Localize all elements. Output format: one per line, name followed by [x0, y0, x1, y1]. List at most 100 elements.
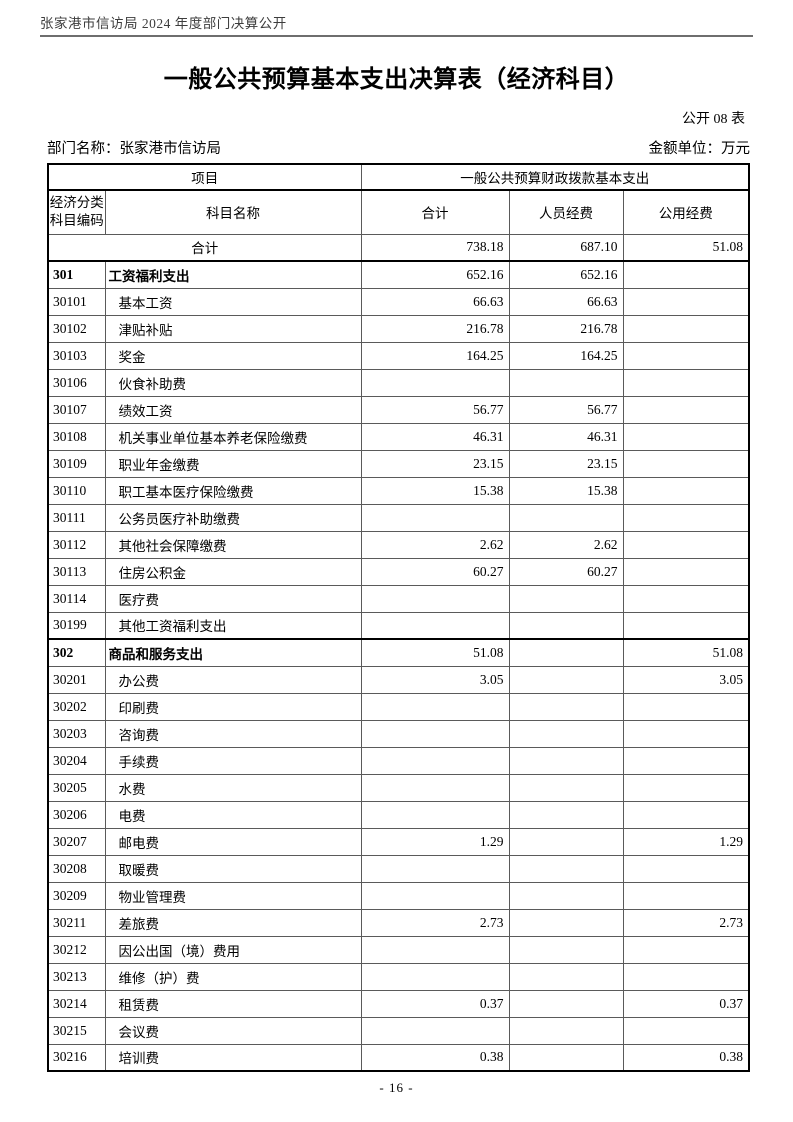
name-cell: 会议费: [104, 1016, 362, 1045]
total-cell: [360, 773, 510, 802]
table-row: 30109 职业年金缴费 23.15 23.15: [47, 449, 750, 478]
public-cell: 0.37: [622, 989, 750, 1018]
code-cell: 301: [47, 260, 106, 289]
name-cell: 因公出国（境）费用: [104, 935, 362, 964]
public-cell: [622, 314, 750, 343]
amount-unit-label: 金额单位：万元: [648, 141, 751, 157]
name-cell: 邮电费: [104, 827, 362, 856]
personnel-cell: 216.78: [508, 314, 624, 343]
total-cell: 652.16: [360, 260, 510, 289]
public-cell: [622, 773, 750, 802]
name-cell: 职工基本医疗保险缴费: [104, 476, 362, 505]
name-cell: 租赁费: [104, 989, 362, 1018]
public-cell: [622, 692, 750, 721]
name-cell: 咨询费: [104, 719, 362, 748]
code-cell: 30205: [47, 773, 106, 802]
code-cell: 30201: [47, 665, 106, 694]
name-cell: 物业管理费: [104, 881, 362, 910]
name-cell: 商品和服务支出: [104, 638, 362, 667]
personnel-cell: [508, 773, 624, 802]
name-cell: 绩效工资: [104, 395, 362, 424]
code-cell: 30111: [47, 503, 106, 532]
code-cell: 30101: [47, 287, 106, 316]
public-cell: [622, 962, 750, 991]
code-cell: 30109: [47, 449, 106, 478]
public-cell: [622, 800, 750, 829]
table-row: 30216 培训费 0.38 0.38: [47, 1043, 750, 1072]
page-content: 张家港市信访局 2024 年度部门决算公开 一般公共预算基本支出决算表（经济科目…: [40, 16, 753, 1072]
public-cell: [622, 1016, 750, 1045]
table-row: 30212 因公出国（境）费用: [47, 935, 750, 964]
header-row-columns: 经济分类 科目编码 科目名称 合计 人员经费 公用经费: [47, 189, 750, 235]
personnel-cell: [508, 746, 624, 775]
personnel-cell: [508, 935, 624, 964]
table-row: 302 商品和服务支出 51.08 51.08: [47, 638, 750, 667]
table-row: 30203 咨询费: [47, 719, 750, 748]
name-cell: 公务员医疗补助缴费: [104, 503, 362, 532]
code-cell: 302: [47, 638, 106, 667]
code-cell: 30102: [47, 314, 106, 343]
public-cell: [622, 557, 750, 586]
public-cell: [622, 746, 750, 775]
personnel-cell: [508, 611, 624, 640]
total-cell: 0.38: [360, 1043, 510, 1072]
table-row: 30204 手续费: [47, 746, 750, 775]
public-cell: [622, 881, 750, 910]
code-cell: 30202: [47, 692, 106, 721]
personnel-cell: [508, 638, 624, 667]
public-cell: [622, 935, 750, 964]
public-cell: [622, 611, 750, 640]
table-row: 30214 租赁费 0.37 0.37: [47, 989, 750, 1018]
name-cell: 工资福利支出: [104, 260, 362, 289]
table-body: 合计 738.18 687.10 51.08 301 工资福利支出 652.16…: [47, 233, 750, 1072]
public-cell: [622, 368, 750, 397]
name-cell: 维修（护）费: [104, 962, 362, 991]
table-row: 30205 水费: [47, 773, 750, 802]
personnel-cell: [508, 989, 624, 1018]
name-cell: 奖金: [104, 341, 362, 370]
page-number: - 16 -: [379, 1080, 414, 1095]
public-cell: [622, 260, 750, 289]
personnel-cell: [508, 584, 624, 613]
code-cell: 30106: [47, 368, 106, 397]
public-cell: 3.05: [622, 665, 750, 694]
name-cell: 差旅费: [104, 908, 362, 937]
name-cell: 电费: [104, 800, 362, 829]
table-row: 合计 738.18 687.10 51.08: [47, 233, 750, 262]
table-row: 30211 差旅费 2.73 2.73: [47, 908, 750, 937]
table-row: 30201 办公费 3.05 3.05: [47, 665, 750, 694]
col-header-subject-name: 科目名称: [104, 189, 362, 235]
col-group-project: 项目: [47, 163, 362, 191]
name-cell: 其他工资福利支出: [104, 611, 362, 640]
personnel-cell: 60.27: [508, 557, 624, 586]
personnel-cell: [508, 827, 624, 856]
table-row: 30102 津贴补贴 216.78 216.78: [47, 314, 750, 343]
total-cell: 164.25: [360, 341, 510, 370]
code-cell: 30206: [47, 800, 106, 829]
department-name-label: 部门名称：张家港市信访局: [47, 141, 221, 157]
public-cell: 2.73: [622, 908, 750, 937]
public-cell: 51.08: [622, 638, 750, 667]
table-row: 30106 伙食补助费: [47, 368, 750, 397]
personnel-cell: [508, 368, 624, 397]
total-cell: 56.77: [360, 395, 510, 424]
total-cell: [360, 1016, 510, 1045]
table-row: 30113 住房公积金 60.27 60.27: [47, 557, 750, 586]
table-row: 30101 基本工资 66.63 66.63: [47, 287, 750, 316]
personnel-cell: [508, 908, 624, 937]
total-cell: 216.78: [360, 314, 510, 343]
personnel-cell: 23.15: [508, 449, 624, 478]
page-title: 一般公共预算基本支出决算表（经济科目）: [163, 67, 630, 93]
public-cell: [622, 503, 750, 532]
table-row: 30103 奖金 164.25 164.25: [47, 341, 750, 370]
total-cell: [360, 611, 510, 640]
col-header-economic-code: 经济分类 科目编码: [47, 189, 106, 235]
personnel-cell: 56.77: [508, 395, 624, 424]
col-group-funding: 一般公共预算财政拨款基本支出: [360, 163, 750, 191]
code-cell: 30214: [47, 989, 106, 1018]
name-cell: 基本工资: [104, 287, 362, 316]
total-cell: [360, 800, 510, 829]
name-cell: 其他社会保障缴费: [104, 530, 362, 559]
personnel-cell: 652.16: [508, 260, 624, 289]
